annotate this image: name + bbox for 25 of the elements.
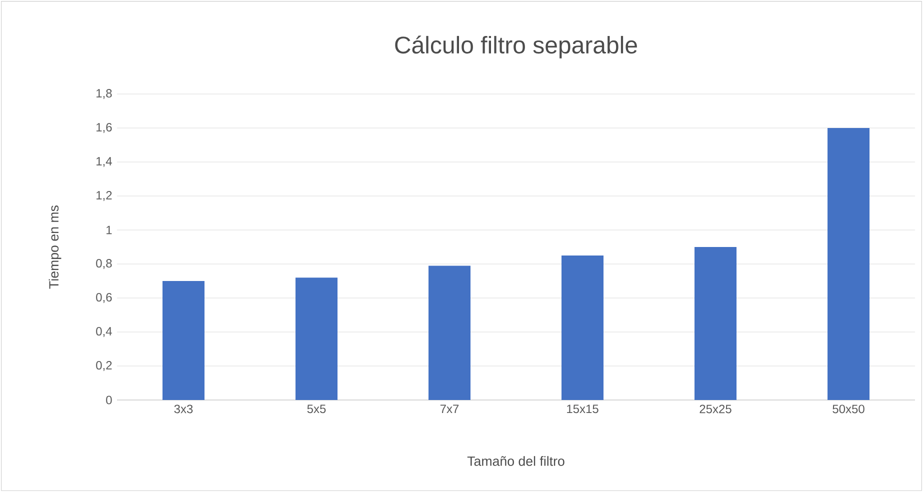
x-tick-label: 3x3 xyxy=(174,404,193,414)
y-tick-label: 1,2 xyxy=(96,191,112,201)
bar xyxy=(428,266,471,400)
x-tick-label: 7x7 xyxy=(440,404,459,413)
chart-title: Cálculo filtro separable xyxy=(395,36,637,58)
y-tick-label: 0,4 xyxy=(96,327,112,337)
y-tick-label: 0,6 xyxy=(96,293,112,303)
y-tick-label: 1,4 xyxy=(96,157,112,167)
bar xyxy=(694,246,737,400)
bar xyxy=(562,255,604,400)
bar xyxy=(296,278,338,400)
y-tick-label: 1,6 xyxy=(96,123,112,133)
y-tick-label: 1 xyxy=(106,226,112,234)
y-axis-title: Tiempo en ms xyxy=(48,206,62,289)
x-tick-label: 50x50 xyxy=(832,404,864,414)
x-tick-label: 25x25 xyxy=(700,404,732,414)
y-tick-label: 0,8 xyxy=(96,259,112,269)
y-tick-label: 0,2 xyxy=(96,361,112,371)
x-axis-title: Tamaño del filtro xyxy=(467,456,564,466)
x-tick-label: 15x15 xyxy=(567,404,598,414)
bar xyxy=(828,128,870,400)
bar xyxy=(162,281,205,400)
y-tick-label: 1,8 xyxy=(96,89,112,99)
y-tick-label: 0 xyxy=(106,396,112,404)
x-tick-label: 5x5 xyxy=(307,404,326,414)
